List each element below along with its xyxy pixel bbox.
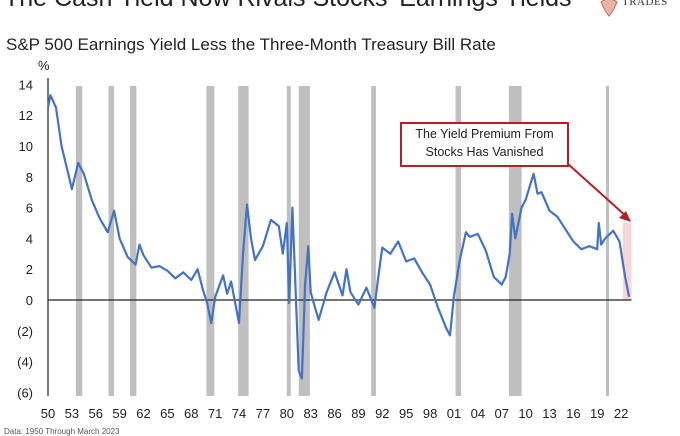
x-tick-label: 13 [542, 406, 556, 421]
y-tick-label: 8 [26, 170, 33, 185]
x-tick-label: 98 [423, 406, 437, 421]
x-tick-label: 95 [399, 406, 413, 421]
x-tick-label: 86 [327, 406, 341, 421]
x-tick-label: 04 [471, 406, 485, 421]
x-tick-label: 59 [112, 406, 126, 421]
x-tick-label: 71 [208, 406, 222, 421]
y-tick-label: 0 [26, 293, 33, 308]
x-tick-label: 16 [566, 406, 580, 421]
annotation-arrow [567, 163, 628, 218]
footer-note: Data: 1950 Through March 2023 [4, 427, 120, 436]
x-tick-label: 80 [280, 406, 294, 421]
recession-bar [108, 86, 115, 396]
y-ticks: 14 12 10 8 6 4 2 0 (2) (4) (6) [17, 77, 33, 400]
x-tick-label: 77 [256, 406, 270, 421]
y-tick-label: 10 [19, 139, 33, 154]
y-tick-label: 6 [26, 201, 33, 216]
series-line [46, 94, 631, 380]
y-tick-label: 2 [26, 262, 33, 277]
y-tick-label: (6) [17, 385, 33, 400]
x-tick-label: 74 [232, 406, 246, 421]
y-tick-label: 14 [19, 77, 33, 92]
logo-text: TRADES [622, 0, 668, 8]
recession-bar [298, 86, 310, 396]
y-tick-label: (2) [17, 324, 33, 339]
recession-bar [129, 86, 137, 396]
arrow-head-icon [619, 211, 631, 222]
x-ticks: 50 53 56 59 62 65 68 71 74 77 80 83 86 89 92 95 98 01 04 07… [41, 406, 629, 421]
x-tick-label: 92 [375, 406, 389, 421]
x-tick-label: 01 [447, 406, 461, 421]
x-tick-label: 68 [184, 406, 198, 421]
x-tick-label: 62 [136, 406, 150, 421]
recession-bar [75, 86, 83, 396]
x-tick-label: 83 [303, 406, 317, 421]
recession-bar [455, 86, 462, 396]
x-tick-label: 65 [160, 406, 174, 421]
recession-bar [286, 86, 291, 396]
y-tick-label: 12 [19, 108, 33, 123]
y-axis-label: % [38, 58, 50, 73]
x-tick-label: 07 [494, 406, 508, 421]
recession-bar [206, 86, 215, 396]
page-title: The Cash Yield Now Rivals Stocks' Earnin… [4, 0, 572, 13]
chart-title: S&P 500 Earnings Yield Less the Three-Mo… [6, 35, 496, 54]
logo-icon [600, 0, 618, 17]
x-tick-label: 89 [351, 406, 365, 421]
recession-bar [605, 86, 609, 396]
x-tick-label: 19 [590, 406, 604, 421]
x-tick-label: 50 [41, 406, 55, 421]
recession-bar [371, 86, 376, 396]
y-tick-label: 4 [26, 231, 33, 246]
x-tick-label: 56 [89, 406, 103, 421]
x-tick-label: 10 [518, 406, 532, 421]
x-tick-label: 53 [65, 406, 79, 421]
annotation-box: The Yield Premium From Stocks Has Vanish… [400, 122, 569, 167]
x-tick-label: 22 [614, 406, 628, 421]
y-tick-label: (4) [17, 355, 33, 370]
highlight-region [622, 223, 632, 300]
